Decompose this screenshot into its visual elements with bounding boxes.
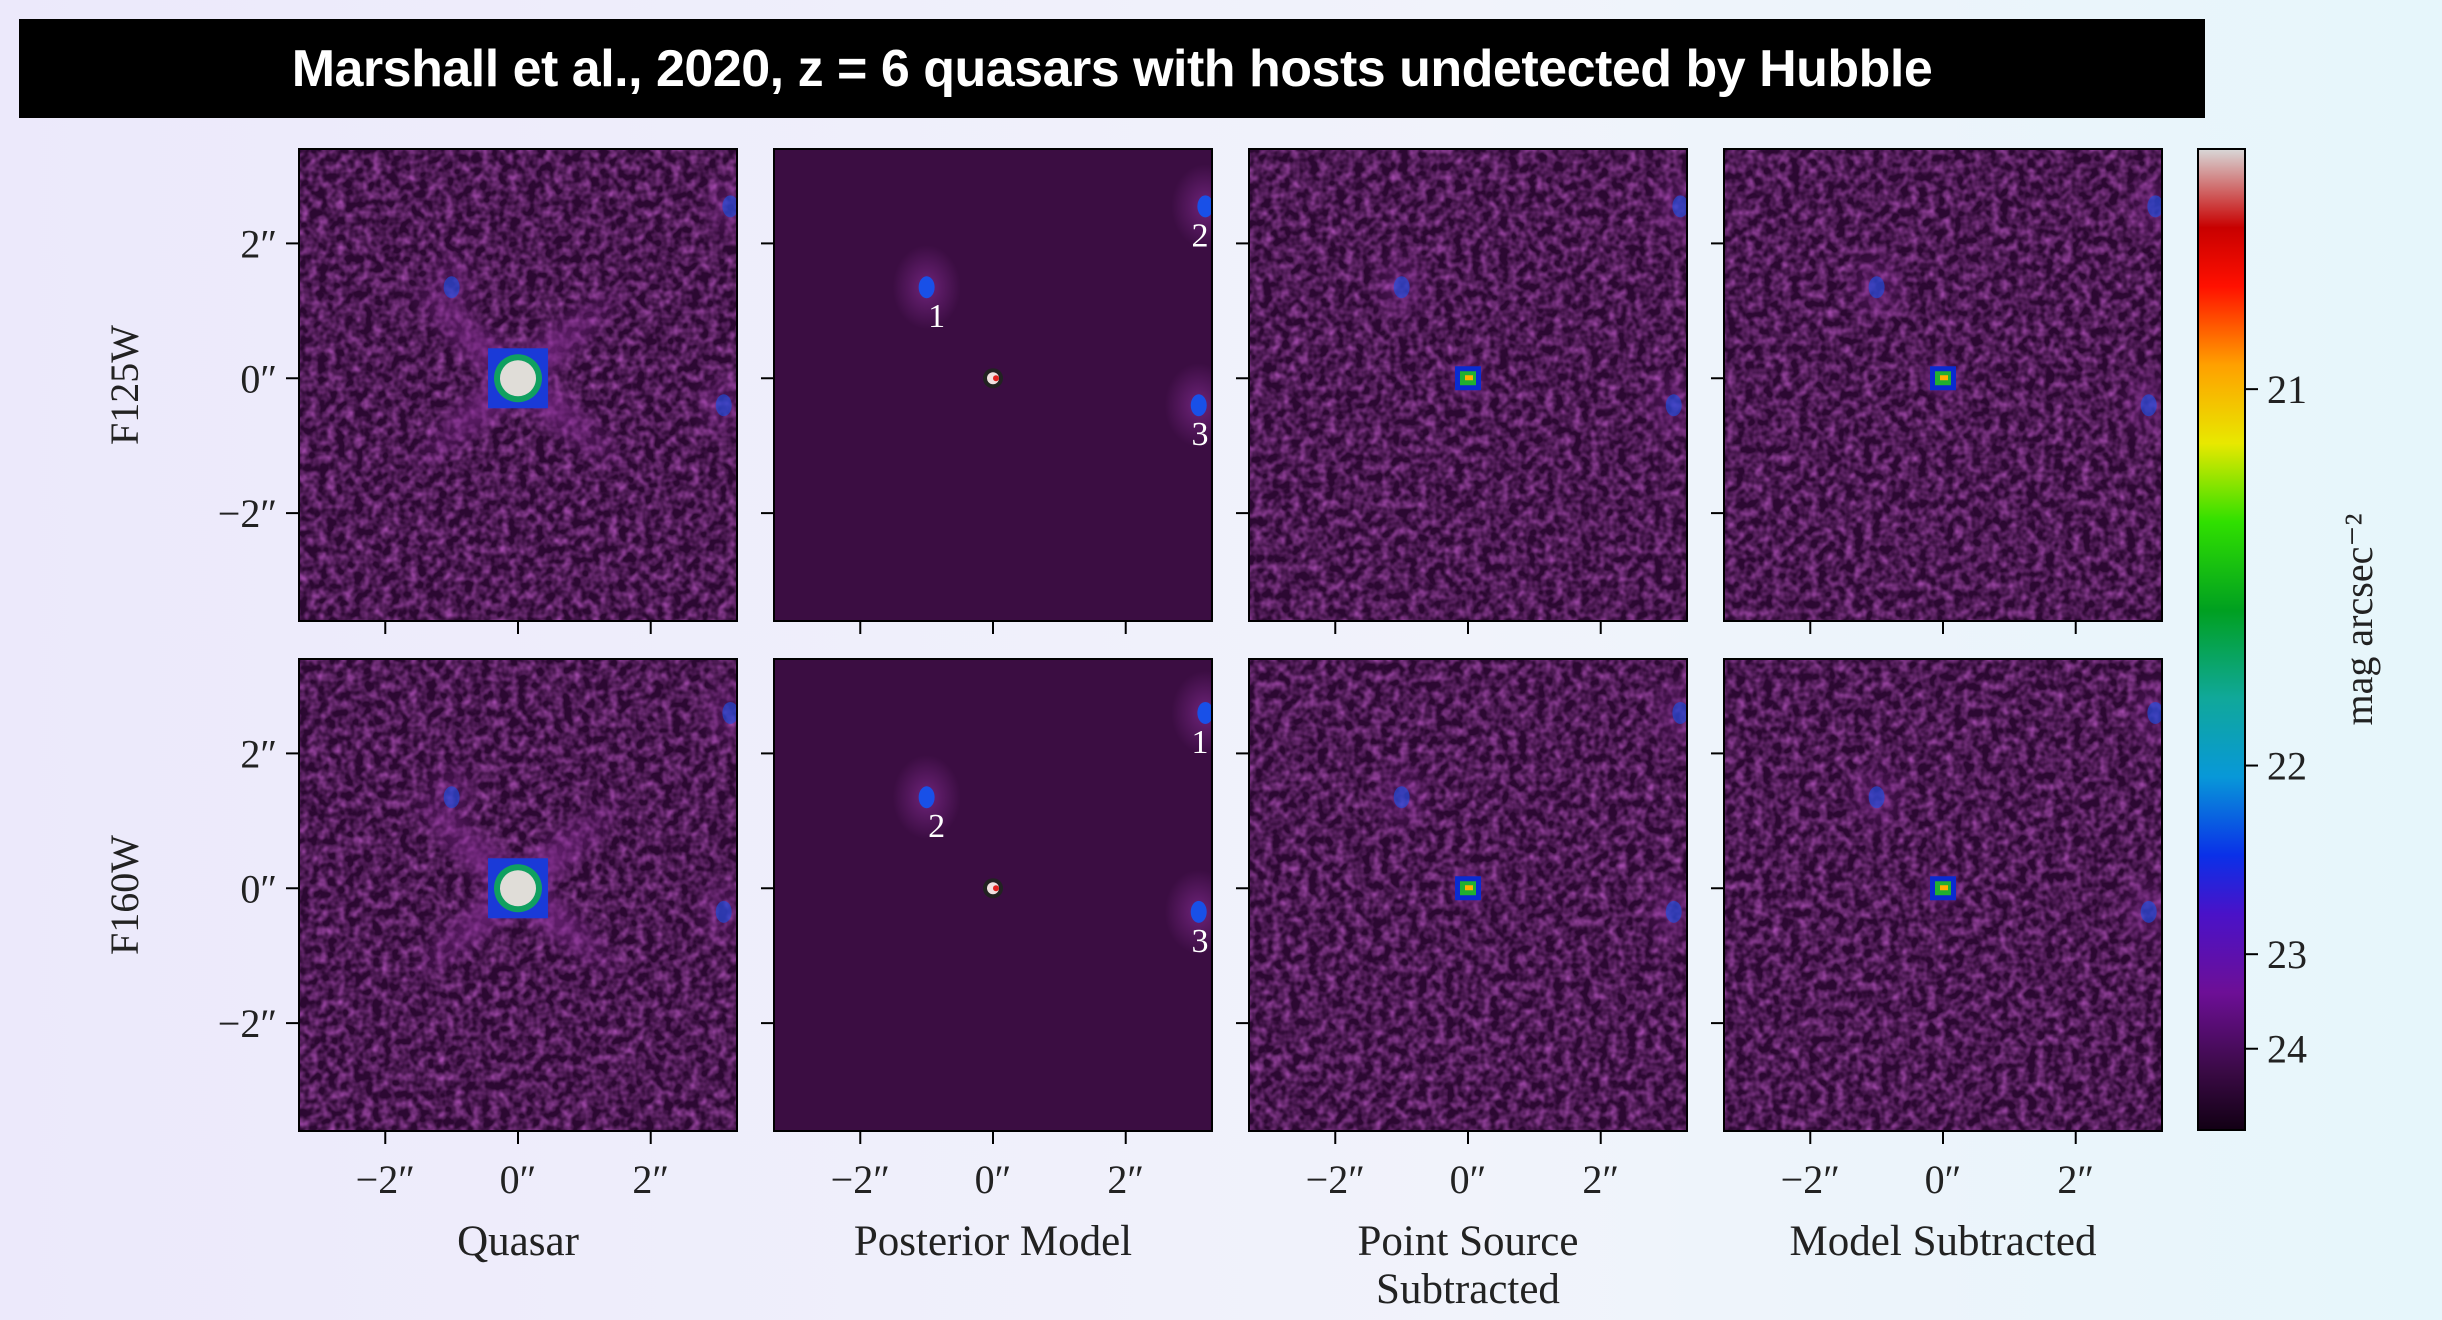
source	[1869, 276, 1885, 298]
x-tick-label: −2″	[1306, 1157, 1365, 1202]
y-tick-label: 2″	[240, 221, 277, 266]
x-tick-label: 0″	[500, 1157, 537, 1202]
source-label: 3	[1192, 923, 1209, 960]
panel	[1724, 659, 2189, 1131]
source	[722, 195, 738, 217]
column-label: Point Source Subtracted	[1209, 1218, 1727, 1314]
column-label: Model Subtracted	[1684, 1218, 2202, 1266]
residual-peak	[1465, 885, 1473, 890]
source	[444, 276, 460, 298]
colorbar-label: mag arcsec⁻²	[2336, 514, 2381, 726]
x-tick-label: −2″	[831, 1157, 890, 1202]
source	[1666, 901, 1682, 923]
y-tick-label: 0″	[240, 866, 277, 911]
x-tick-label: 2″	[2057, 1157, 2094, 1202]
source	[716, 394, 732, 416]
y-tick-label: −2″	[218, 1001, 277, 1046]
panel	[1724, 149, 2189, 621]
colorbar-tick-label: 21	[2267, 367, 2307, 412]
colorbar-tick-label: 23	[2267, 932, 2307, 977]
x-tick-label: 0″	[1450, 1157, 1487, 1202]
quasar-core	[500, 870, 536, 906]
source-label: 2	[928, 808, 945, 845]
source	[919, 276, 935, 298]
residual-peak	[1940, 375, 1948, 380]
column-label-box: Point Source Subtracted	[1209, 1218, 1727, 1320]
panel: 1 2 3	[774, 659, 1239, 1131]
figure: −2″0″2″123F125W−2″0″2″−2″0″2″123−2″0″2″−…	[0, 0, 2442, 1320]
source	[1191, 901, 1207, 923]
quasar-core	[500, 360, 536, 396]
source-label: 1	[1192, 724, 1209, 761]
source-label: 2	[1192, 217, 1209, 254]
row-label: F125W	[102, 325, 147, 445]
x-tick-label: 2″	[632, 1157, 669, 1202]
source-label: 3	[1192, 416, 1209, 453]
source	[1672, 702, 1688, 724]
colorbar-tick-label: 24	[2267, 1027, 2307, 1072]
source	[444, 786, 460, 808]
source	[1672, 195, 1688, 217]
source	[919, 786, 935, 808]
x-tick-label: −2″	[1781, 1157, 1840, 1202]
quasar-dot	[993, 885, 999, 891]
y-tick-label: −2″	[218, 491, 277, 536]
x-tick-label: 2″	[1107, 1157, 1144, 1202]
source-label: 1	[928, 298, 945, 335]
source	[1394, 786, 1410, 808]
source	[1869, 786, 1885, 808]
x-tick-label: −2″	[356, 1157, 415, 1202]
panel	[1249, 149, 1714, 621]
column-label: Posterior Model	[734, 1218, 1252, 1266]
source	[2147, 702, 2163, 724]
y-tick-label: 0″	[240, 356, 277, 401]
source	[1197, 195, 1213, 217]
panel	[299, 149, 764, 621]
title-banner: Marshall et al., 2020, z = 6 quasars wit…	[19, 19, 2205, 118]
column-label: Quasar	[259, 1218, 777, 1266]
title: Marshall et al., 2020, z = 6 quasars wit…	[292, 39, 1933, 99]
source	[1197, 702, 1213, 724]
residual-peak	[1465, 375, 1473, 380]
source	[1394, 276, 1410, 298]
source	[2141, 394, 2157, 416]
panel	[1249, 659, 1714, 1131]
column-label-box: Quasar	[259, 1218, 777, 1320]
row-label: F160W	[102, 835, 147, 955]
panel: 1 2 3	[774, 149, 1239, 621]
source	[722, 702, 738, 724]
panel	[299, 659, 764, 1131]
page: {"title": "Marshall et al., 2020, z = 6 …	[0, 0, 2442, 1320]
y-tick-label: 2″	[240, 731, 277, 776]
x-tick-label: 2″	[1582, 1157, 1619, 1202]
column-label-box: Model Subtracted	[1684, 1218, 2202, 1320]
source	[1666, 394, 1682, 416]
source	[1191, 394, 1207, 416]
colorbar	[2198, 149, 2245, 1130]
source	[716, 901, 732, 923]
x-tick-label: 0″	[1925, 1157, 1962, 1202]
source	[2147, 195, 2163, 217]
colorbar-tick-label: 22	[2267, 744, 2307, 789]
x-tick-label: 0″	[975, 1157, 1012, 1202]
column-label-box: Posterior Model	[734, 1218, 1252, 1320]
quasar-dot	[993, 375, 999, 381]
source	[2141, 901, 2157, 923]
residual-peak	[1940, 885, 1948, 890]
